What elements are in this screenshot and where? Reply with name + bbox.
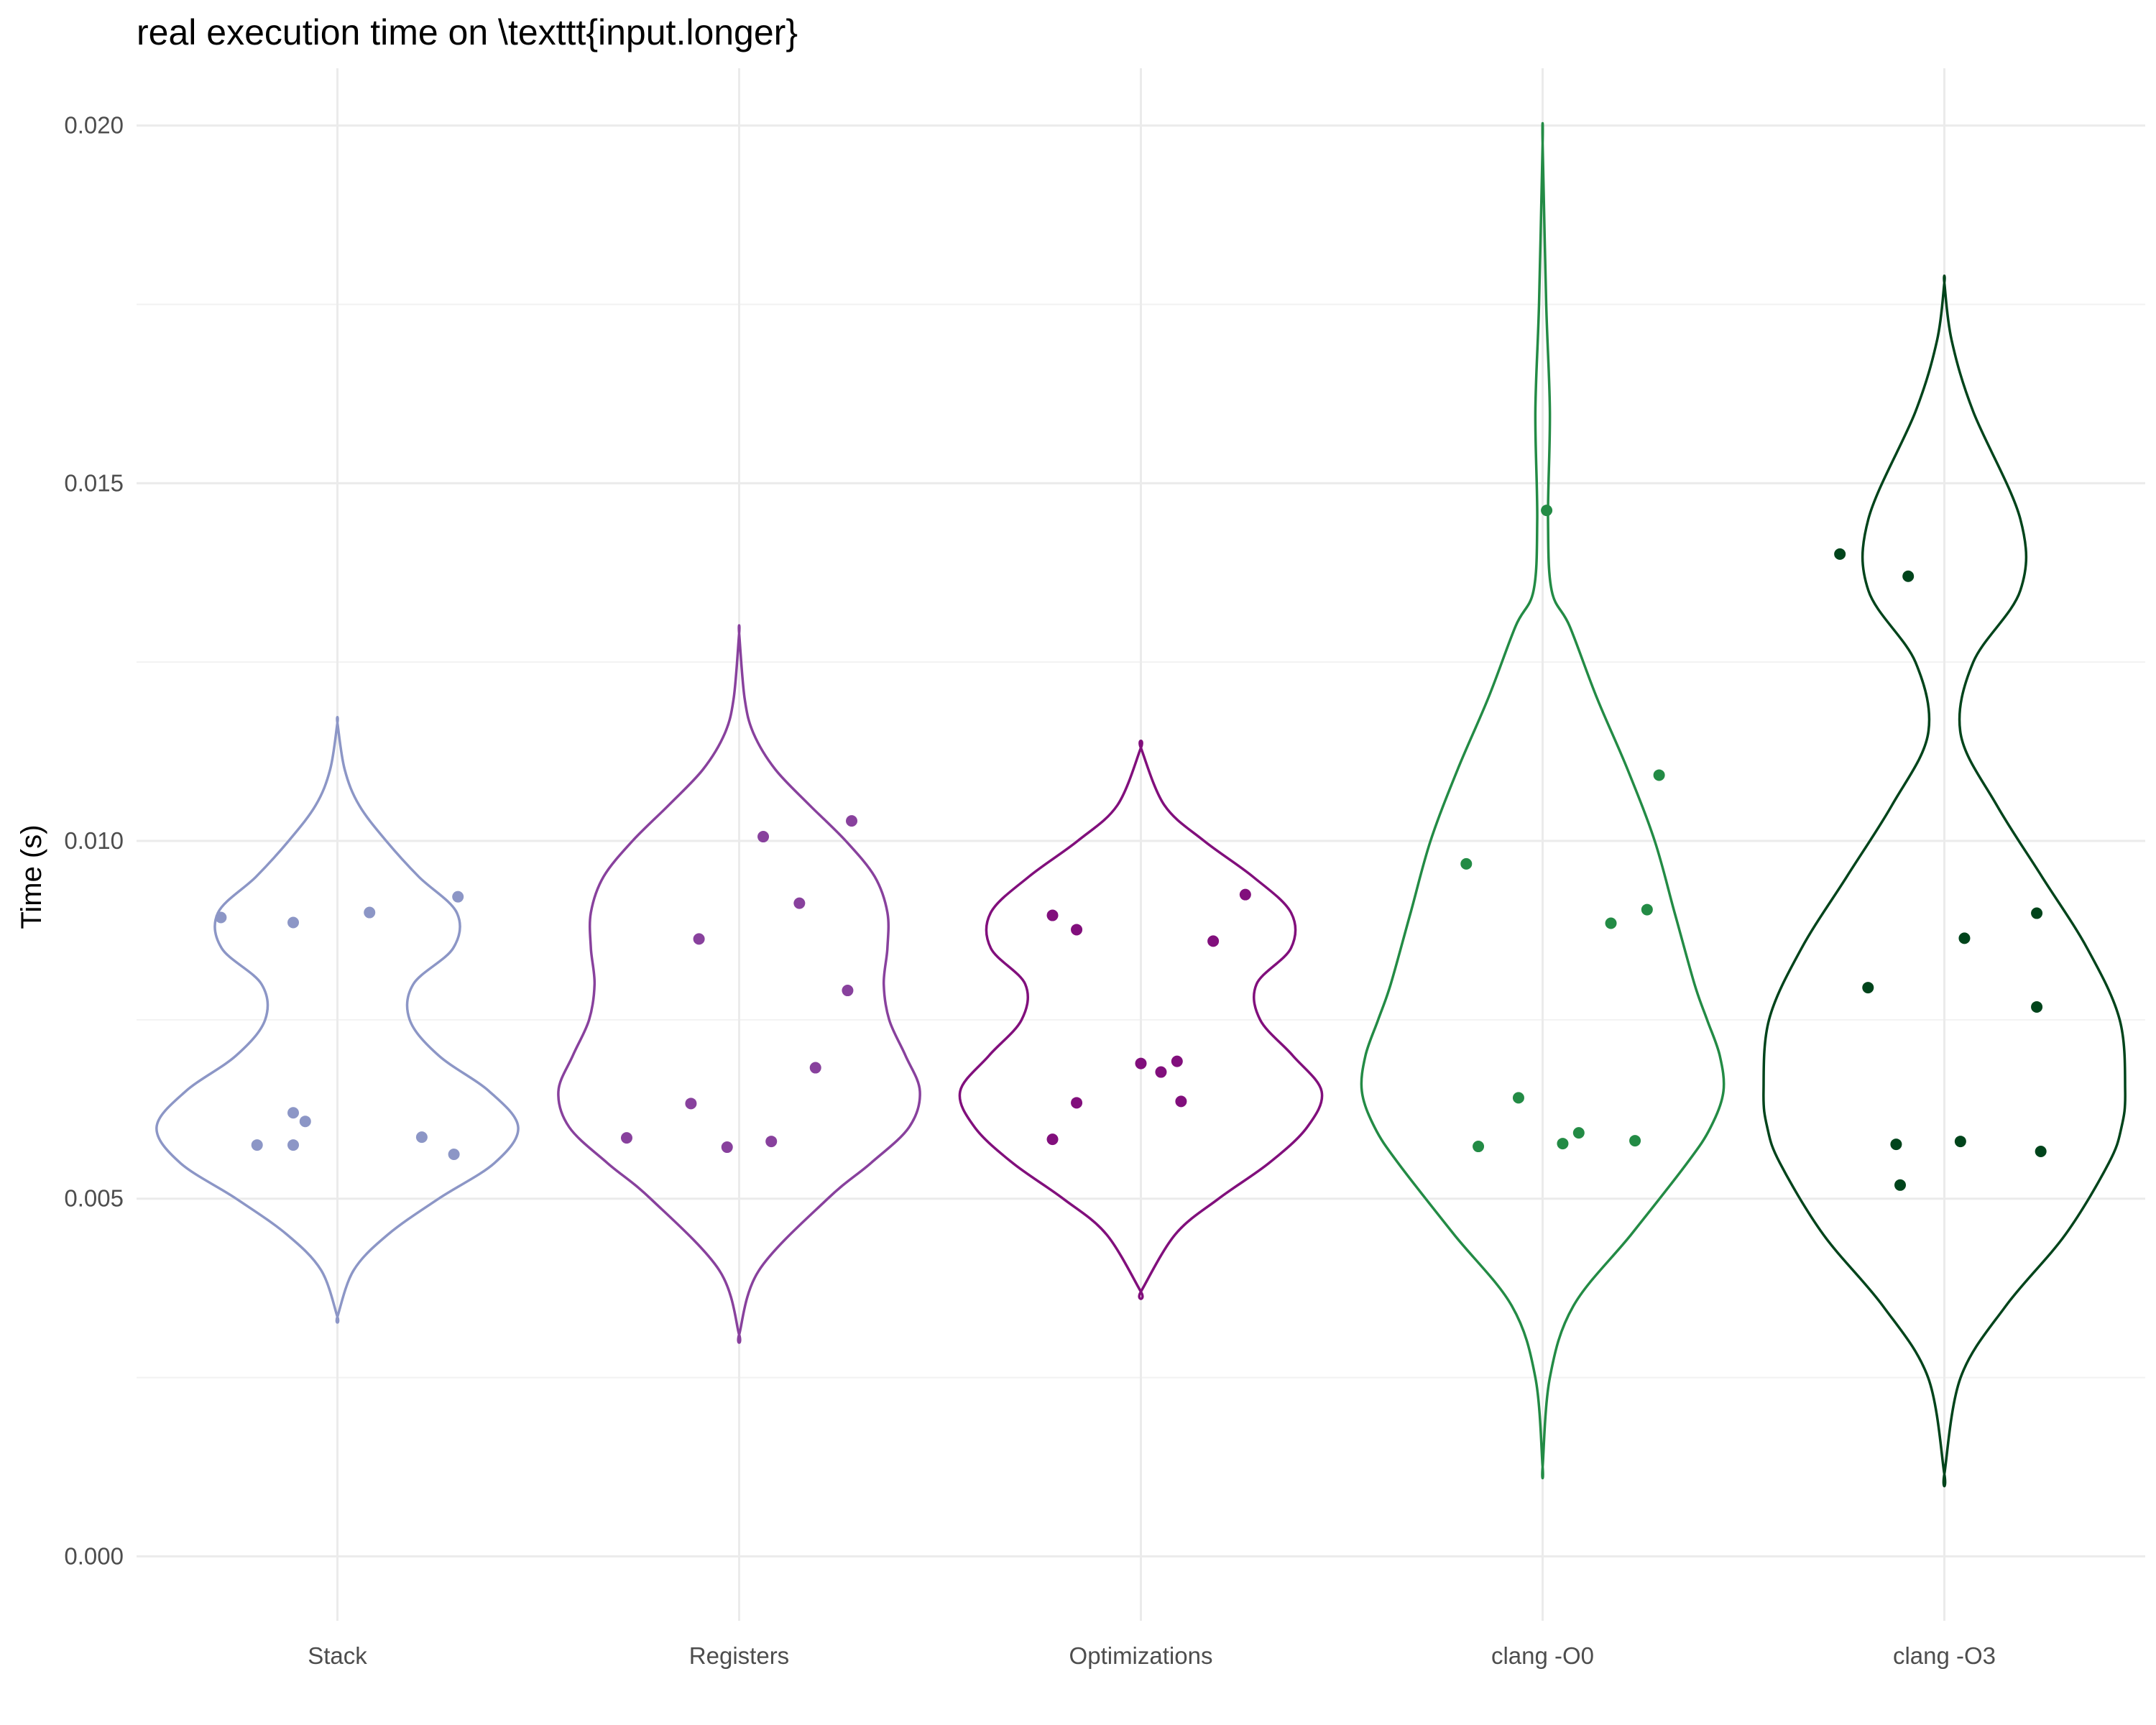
data-point xyxy=(2035,1146,2047,1158)
y-tick-label: 0.000 xyxy=(64,1542,124,1569)
data-point xyxy=(1557,1138,1569,1150)
x-tick-label: Registers xyxy=(689,1642,789,1669)
data-point xyxy=(1207,935,1220,947)
data-point xyxy=(2031,1000,2043,1013)
data-point xyxy=(846,815,858,827)
y-tick-label: 0.020 xyxy=(64,112,124,139)
data-point xyxy=(287,1139,300,1151)
data-point xyxy=(452,891,464,903)
data-point xyxy=(1890,1138,1902,1151)
x-tick-label: Optimizations xyxy=(1069,1642,1213,1669)
y-tick-label: 0.010 xyxy=(64,827,124,854)
data-point xyxy=(1239,888,1251,901)
data-point xyxy=(1175,1095,1187,1108)
violin-optimizations xyxy=(958,739,1324,1300)
data-point xyxy=(1629,1135,1641,1147)
data-point xyxy=(1653,769,1665,781)
data-point xyxy=(1894,1179,1907,1191)
violins xyxy=(155,122,2127,1488)
data-point xyxy=(1046,1133,1059,1146)
data-point xyxy=(287,1107,300,1119)
data-point xyxy=(1605,917,1617,929)
data-point xyxy=(1046,909,1059,921)
y-axis-label: Time (s) xyxy=(16,824,47,929)
data-point xyxy=(1071,1097,1083,1109)
data-point xyxy=(757,831,770,843)
x-axis-ticks: Stack Registers Optimizations clang -O0 clan… xyxy=(308,1642,1996,1669)
violin-stack xyxy=(155,715,520,1324)
data-point xyxy=(1902,570,1915,582)
data-point xyxy=(1071,924,1083,936)
data-point xyxy=(1135,1057,1147,1070)
data-point xyxy=(693,933,705,945)
y-tick-label: 0.015 xyxy=(64,469,124,496)
violin-clang-o3 xyxy=(1762,274,2127,1488)
data-point xyxy=(364,906,376,919)
data-point xyxy=(1155,1066,1167,1078)
violin-registers xyxy=(557,624,921,1344)
data-point xyxy=(299,1116,311,1128)
data-point xyxy=(251,1139,263,1151)
data-point xyxy=(448,1149,460,1161)
data-point xyxy=(1473,1141,1485,1153)
data-point xyxy=(1572,1127,1585,1139)
x-tick-label: clang -O3 xyxy=(1893,1642,1996,1669)
data-point xyxy=(215,911,227,924)
x-tick-label: clang -O0 xyxy=(1491,1642,1594,1669)
x-tick-label: Stack xyxy=(308,1642,367,1669)
y-axis-ticks: 0.000 0.005 0.010 0.015 0.020 xyxy=(64,112,124,1570)
data-point xyxy=(1862,982,1874,994)
data-point xyxy=(1171,1055,1183,1067)
data-point xyxy=(793,897,806,909)
data-point xyxy=(842,985,854,997)
data-point xyxy=(685,1098,697,1110)
data-point xyxy=(1512,1092,1524,1104)
y-tick-label: 0.005 xyxy=(64,1185,124,1212)
data-point xyxy=(2031,907,2043,919)
data-point xyxy=(1460,857,1473,870)
data-point xyxy=(809,1062,821,1074)
data-points xyxy=(215,505,2047,1191)
data-point xyxy=(765,1136,778,1148)
grid-lines xyxy=(137,68,2145,1621)
chart-title: real execution time on \texttt{input.lon… xyxy=(137,12,798,52)
data-point xyxy=(287,916,300,929)
data-point xyxy=(1954,1136,1966,1148)
data-point xyxy=(721,1141,733,1154)
data-point xyxy=(620,1132,632,1144)
violin-clang-o0 xyxy=(1360,122,1726,1480)
data-point xyxy=(415,1131,428,1144)
data-point xyxy=(1641,903,1653,916)
data-point xyxy=(1834,548,1846,560)
data-point xyxy=(1541,505,1553,517)
data-point xyxy=(1958,932,1971,944)
